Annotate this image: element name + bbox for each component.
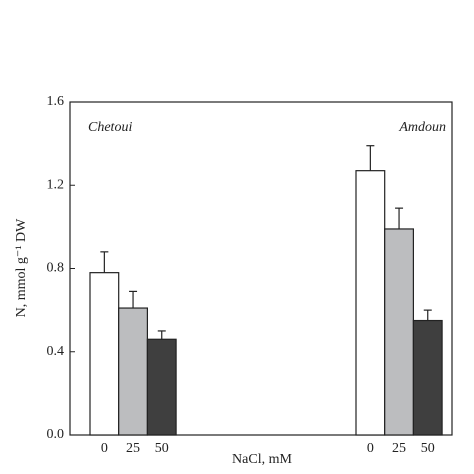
group-label: Chetoui	[88, 120, 132, 135]
bar	[89, 272, 120, 436]
bar	[355, 170, 386, 436]
x-tick-label: 25	[392, 441, 406, 456]
y-tick-label: 0.8	[47, 261, 65, 276]
x-axis-label: NaCl, mM	[232, 452, 292, 467]
x-tick-label: 0	[367, 441, 374, 456]
group-label: Amdoun	[398, 120, 446, 135]
bar	[146, 338, 177, 436]
bar	[384, 228, 415, 436]
bar	[412, 319, 443, 436]
y-axis-label: N, mmol g⁻¹ DW	[14, 218, 29, 317]
x-tick-label: 0	[101, 441, 108, 456]
x-tick-label: 25	[126, 441, 140, 456]
x-tick-label: 50	[421, 441, 435, 456]
y-tick-label: 0.0	[47, 427, 65, 442]
y-tick-label: 1.6	[47, 94, 65, 109]
y-tick-label: 0.4	[47, 344, 65, 359]
x-tick-label: 50	[155, 441, 169, 456]
bar	[118, 307, 148, 436]
y-tick-label: 1.2	[47, 177, 65, 192]
